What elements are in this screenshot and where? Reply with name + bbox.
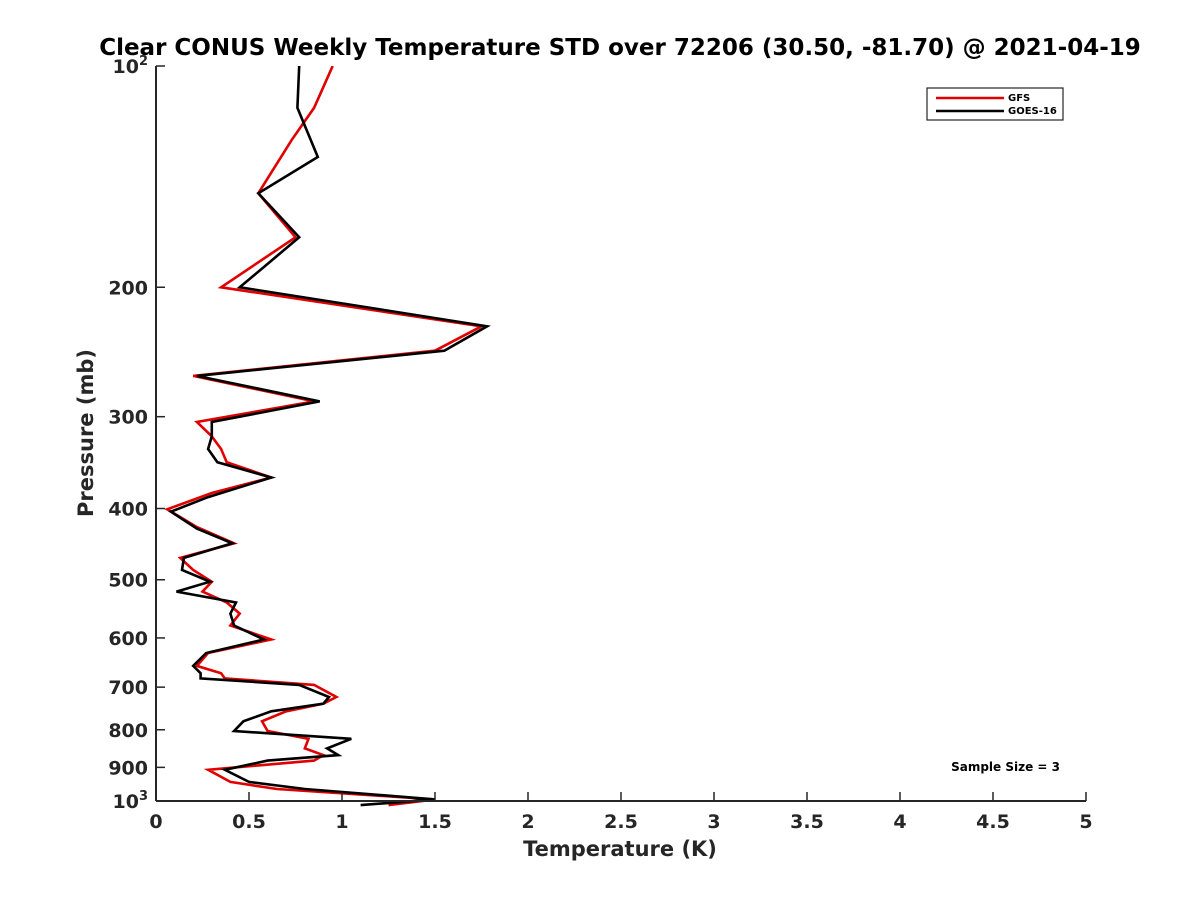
x-tick-label: 0.5 bbox=[232, 811, 266, 833]
x-tick-label: 5 bbox=[1079, 811, 1092, 833]
series-layer bbox=[164, 66, 491, 807]
y-tick-label: 600 bbox=[108, 628, 148, 650]
x-tick-label: 2.5 bbox=[604, 811, 638, 833]
y-tick-label: 900 bbox=[108, 757, 148, 779]
legend-label-gfs: GFS bbox=[1008, 93, 1030, 104]
x-axis-ticks: 0 0.5 1 1.5 2 2.5 3 3.5 4 4.5 5 bbox=[149, 792, 1093, 833]
legend-box bbox=[926, 87, 1064, 121]
y-tick-label: 300 bbox=[108, 407, 148, 429]
x-tick-label: 0 bbox=[149, 811, 162, 833]
chart-title: Clear CONUS Weekly Temperature STD over … bbox=[99, 35, 1141, 61]
x-tick-label: 1 bbox=[335, 811, 348, 833]
y-tick-label: 800 bbox=[108, 720, 148, 742]
x-tick-label: 4 bbox=[893, 811, 906, 833]
y-tick-label: 102 bbox=[113, 54, 149, 78]
sample-size-note: Sample Size = 3 bbox=[951, 760, 1060, 774]
x-tick-label: 3.5 bbox=[790, 811, 824, 833]
plot-area: 0 0.5 1 1.5 2 2.5 3 3.5 4 4.5 5 102 200 300 400 500 600… bbox=[108, 54, 1092, 833]
y-tick-label: 400 bbox=[108, 499, 148, 521]
x-tick-label: 3 bbox=[707, 811, 720, 833]
legend: GFS GOES-16 bbox=[926, 87, 1064, 121]
x-tick-label: 4.5 bbox=[976, 811, 1010, 833]
y-tick-label: 700 bbox=[108, 677, 148, 699]
x-tick-label: 2 bbox=[521, 811, 534, 833]
x-tick-label: 1.5 bbox=[418, 811, 452, 833]
x-axis-title: Temperature (K) bbox=[523, 837, 717, 861]
y-axis-ticks: 102 200 300 400 500 600 700 800 900 103 bbox=[108, 54, 165, 813]
y-tick-label: 200 bbox=[108, 277, 148, 299]
y-axis-title: Pressure (mb) bbox=[74, 349, 98, 517]
y-tick-label: 500 bbox=[108, 570, 148, 592]
series-line-goes16 bbox=[168, 66, 491, 807]
legend-label-goes16: GOES-16 bbox=[1008, 106, 1057, 117]
y-tick-label: 103 bbox=[113, 789, 149, 813]
